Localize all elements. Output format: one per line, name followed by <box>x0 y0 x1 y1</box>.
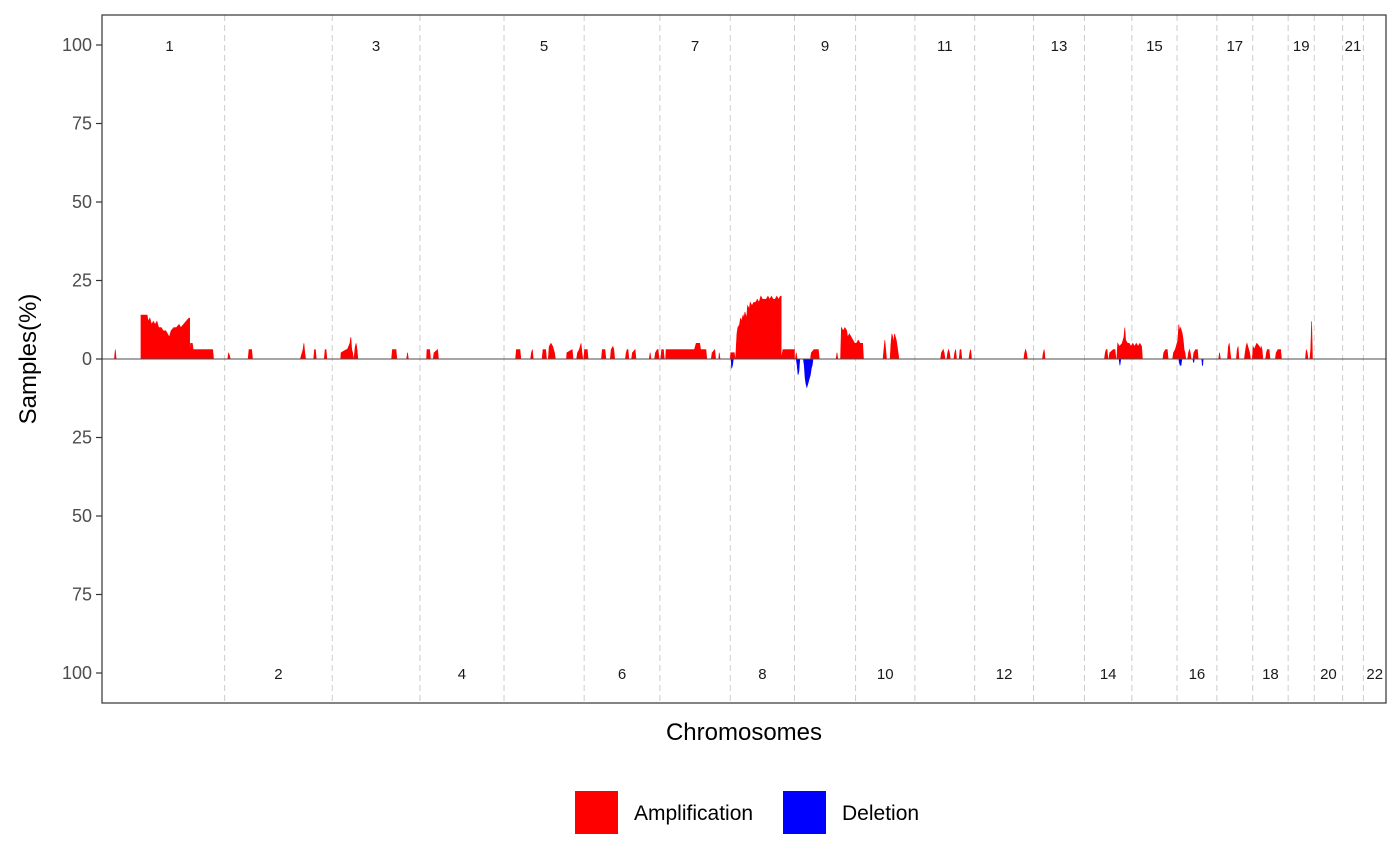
deletion-area <box>730 358 1204 389</box>
chromosome-label-20: 20 <box>1320 666 1337 683</box>
y-tick-label: 100 <box>62 35 92 55</box>
chromosome-label-9: 9 <box>821 38 829 55</box>
chromosome-label-11: 11 <box>937 38 953 55</box>
y-tick-label: 25 <box>72 428 92 448</box>
chromosome-label-1: 1 <box>165 38 173 55</box>
chromosome-label-2: 2 <box>274 666 282 683</box>
y-tick-label: 75 <box>72 585 92 605</box>
chromosome-label-6: 6 <box>618 666 626 683</box>
x-axis-title: Chromosomes <box>666 719 822 746</box>
amplification-legend-key <box>575 791 618 834</box>
chromosome-label-7: 7 <box>691 38 699 55</box>
chromosome-label-3: 3 <box>372 38 380 55</box>
amplification-legend-label: Amplification <box>634 802 753 825</box>
y-tick-label: 75 <box>72 114 92 134</box>
chromosome-label-17: 17 <box>1226 38 1243 55</box>
y-axis: 100 75 50 25 0 25 50 75 100 <box>62 35 102 683</box>
chromosome-label-8: 8 <box>758 666 766 683</box>
chromosome-label-19: 19 <box>1293 38 1310 55</box>
chromosome-label-12: 12 <box>996 666 1013 683</box>
chromosome-label-22: 22 <box>1366 666 1383 683</box>
deletion-legend-label: Deletion <box>842 802 919 825</box>
y-tick-label: 25 <box>72 271 92 291</box>
chromosome-label-16: 16 <box>1189 666 1206 683</box>
y-tick-label: 0 <box>82 349 92 369</box>
chromosome-label-10: 10 <box>877 666 894 683</box>
chromosome-label-14: 14 <box>1100 666 1117 683</box>
y-tick-label: 100 <box>62 663 92 683</box>
chromosome-label-15: 15 <box>1146 38 1163 55</box>
chromosome-label-18: 18 <box>1262 666 1279 683</box>
y-axis-title: Samples(%) <box>15 294 42 425</box>
legend: Amplification Deletion <box>575 791 919 834</box>
deletion-legend-key <box>783 791 826 834</box>
chromosome-label-5: 5 <box>540 38 548 55</box>
chromosome-label-21: 21 <box>1345 38 1362 55</box>
y-tick-label: 50 <box>72 192 92 212</box>
chromosome-label-4: 4 <box>458 666 466 683</box>
chromosome-label-13: 13 <box>1051 38 1068 55</box>
y-tick-label: 50 <box>72 506 92 526</box>
